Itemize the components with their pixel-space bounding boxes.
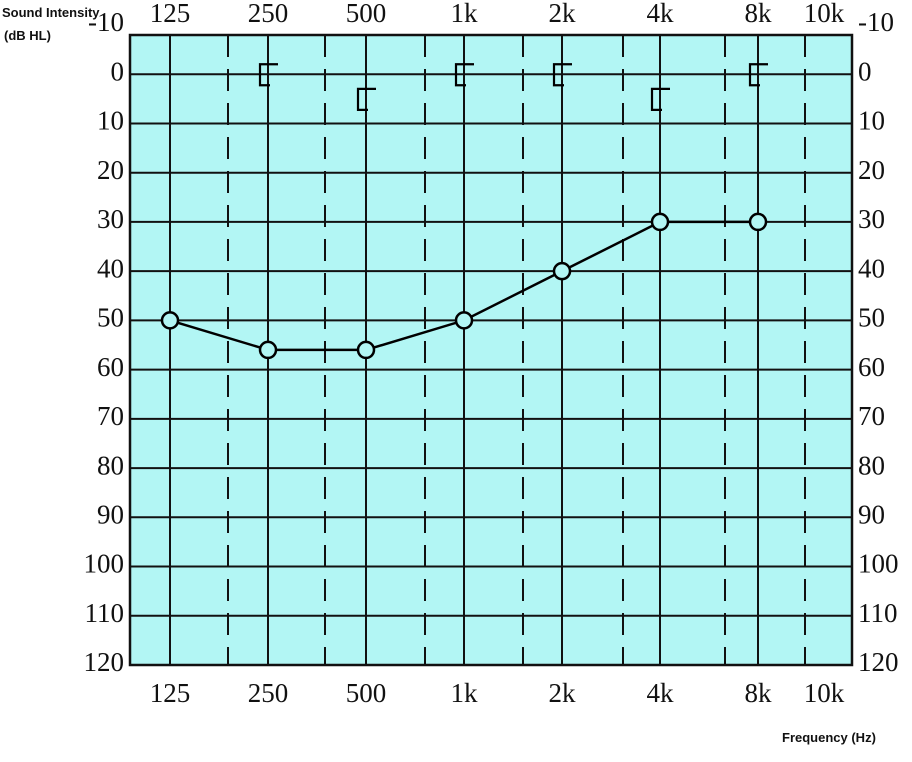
y2-tick-label: -10 xyxy=(858,7,894,37)
y-tick-label: 0 xyxy=(111,56,125,86)
x-tick-label: 10k xyxy=(804,678,845,708)
y2-tick-label: 20 xyxy=(858,155,885,185)
air-conduction-marker xyxy=(356,340,376,360)
bone-conduction-marker xyxy=(258,63,278,87)
x-tick-label: 2k xyxy=(549,678,577,708)
x-tick-label-top: 8k xyxy=(745,0,773,28)
y2-tick-label: 70 xyxy=(858,401,885,431)
air-conduction-marker xyxy=(552,261,572,281)
y-tick-label: 90 xyxy=(97,500,124,530)
x-tick-label-top: 1k xyxy=(451,0,479,28)
x-tick-label-top: 125 xyxy=(150,0,191,28)
y2-tick-label: 110 xyxy=(858,598,898,628)
air-conduction-marker xyxy=(650,212,670,232)
x-tick-label: 1k xyxy=(451,678,479,708)
y-tick-label: 70 xyxy=(97,401,124,431)
y-tick-label: 40 xyxy=(97,253,124,283)
x-tick-label-top: 250 xyxy=(248,0,289,28)
y2-tick-label: 80 xyxy=(858,450,885,480)
y-axis-label: (dB HL) xyxy=(4,28,51,43)
x-tick-label-top: 10k xyxy=(804,0,845,28)
y-tick-label: 120 xyxy=(84,647,125,677)
y2-tick-label: 60 xyxy=(858,352,885,382)
air-conduction-marker xyxy=(160,311,180,330)
y-tick-label: 20 xyxy=(97,155,124,185)
y2-tick-label: 50 xyxy=(858,303,885,333)
air-conduction-marker xyxy=(748,212,768,232)
y-tick-label: -10 xyxy=(88,7,124,37)
x-tick-label-top: 4k xyxy=(647,0,675,28)
y-tick-label: 10 xyxy=(97,106,124,136)
air-conduction-marker xyxy=(454,311,474,330)
x-tick-label-top: 500 xyxy=(346,0,387,28)
x-tick-label-top: 2k xyxy=(549,0,577,28)
x-tick-label: 250 xyxy=(248,678,289,708)
y-tick-label: 50 xyxy=(97,303,124,333)
plot-border xyxy=(128,33,854,667)
y2-tick-label: 0 xyxy=(858,56,872,86)
y2-tick-label: 40 xyxy=(858,253,885,283)
y-tick-label: 100 xyxy=(84,549,125,579)
bone-conduction-marker xyxy=(650,87,670,111)
y2-tick-label: 10 xyxy=(858,106,885,136)
air-conduction-marker xyxy=(258,340,278,360)
y-tick-label: 60 xyxy=(97,352,124,382)
plot-background xyxy=(130,35,852,665)
x-axis-label: Frequency (Hz) xyxy=(782,730,876,745)
bone-conduction-marker xyxy=(356,87,376,111)
y2-tick-label: 120 xyxy=(858,647,899,677)
y-tick-label: 110 xyxy=(85,598,125,628)
bone-conduction-marker xyxy=(748,63,768,87)
x-tick-label: 500 xyxy=(346,678,387,708)
x-tick-label: 8k xyxy=(745,678,773,708)
bone-conduction-marker xyxy=(552,63,572,87)
y-axis-label: Sound Intensity xyxy=(2,5,100,20)
x-tick-label: 4k xyxy=(647,678,675,708)
y2-tick-label: 90 xyxy=(858,500,885,530)
y-tick-label: 80 xyxy=(97,450,124,480)
bone-conduction-marker xyxy=(454,63,474,87)
y-tick-label: 30 xyxy=(97,204,124,234)
y2-tick-label: 100 xyxy=(858,549,899,579)
x-tick-label: 125 xyxy=(150,678,191,708)
y2-tick-label: 30 xyxy=(858,204,885,234)
